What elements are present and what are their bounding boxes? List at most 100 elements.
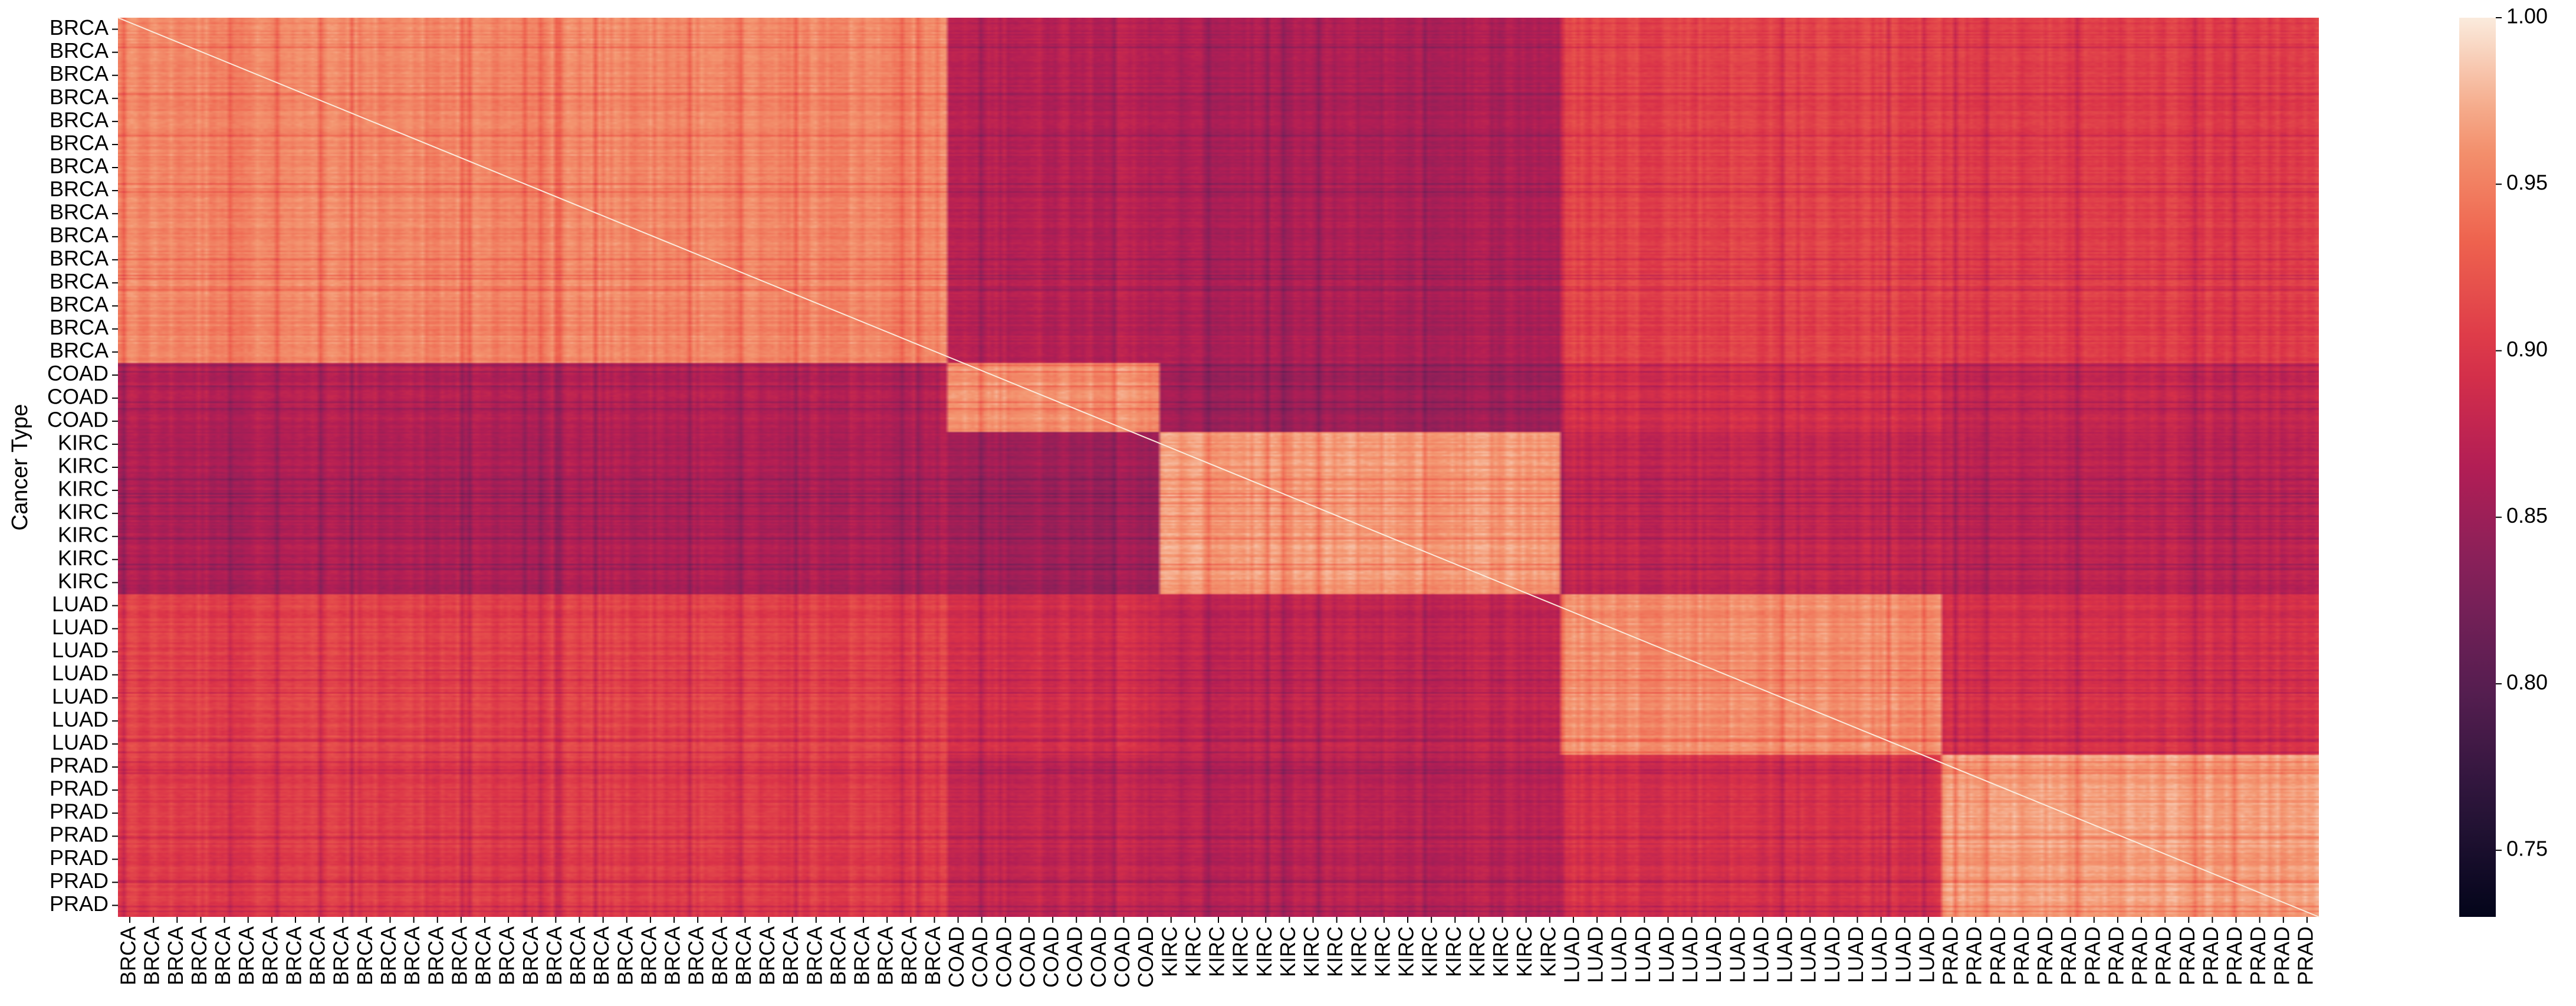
colorbar-ticks: 0.75 0.80 0.85 0.90 0.95 1.00 <box>2496 4 2548 861</box>
x-tick-label: LUAD <box>1678 926 1702 983</box>
x-tick-label: BRCA <box>921 926 945 985</box>
x-tick-label: BRCA <box>495 926 519 985</box>
y-tick-label: KIRC <box>58 454 109 478</box>
y-tick-label: KIRC <box>58 477 109 501</box>
x-tick-label: BRCA <box>589 926 613 985</box>
x-tick-label: BRCA <box>447 926 471 985</box>
y-tick-label: KIRC <box>58 546 109 570</box>
x-tick-label: BRCA <box>353 926 377 985</box>
y-tick-label: LUAD <box>52 592 109 616</box>
y-tick-label: BRCA <box>50 130 109 155</box>
y-tick-label: LUAD <box>52 615 109 639</box>
x-tick-label: COAD <box>1133 926 1158 988</box>
x-tick-label: BRCA <box>708 926 732 985</box>
x-tick-label: LUAD <box>1749 926 1773 983</box>
x-tick-label: PRAD <box>2128 926 2152 985</box>
y-axis-ticks: BRCABRCABRCABRCABRCABRCABRCABRCABRCABRCA… <box>47 15 118 916</box>
x-tick-label: LUAD <box>1844 926 1868 983</box>
x-tick-label: BRCA <box>376 926 400 985</box>
x-tick-label: BRCA <box>163 926 188 985</box>
heatmap-area <box>117 17 2319 917</box>
x-tick-label: LUAD <box>1867 926 1891 983</box>
x-tick-label: BRCA <box>423 926 448 985</box>
x-tick-label: BRCA <box>613 926 637 985</box>
x-tick-label: BRCA <box>329 926 353 985</box>
x-tick-label: BRCA <box>116 926 140 985</box>
x-tick-label: KIRC <box>1441 926 1466 977</box>
x-tick-label: BRCA <box>542 926 566 985</box>
y-tick-label: PRAD <box>50 776 109 801</box>
x-tick-label: LUAD <box>1891 926 1915 983</box>
x-tick-label: COAD <box>1015 926 1039 988</box>
x-tick-label: LUAD <box>1796 926 1821 983</box>
x-tick-label: BRCA <box>471 926 495 985</box>
x-tick-label: KIRC <box>1228 926 1253 977</box>
colorbar-tick-label: 0.95 <box>2506 171 2548 195</box>
x-tick-label: LUAD <box>1701 926 1726 983</box>
colorbar-tick-label: 1.00 <box>2506 4 2548 28</box>
x-tick-label: PRAD <box>2293 926 2317 985</box>
x-tick-label: PRAD <box>1986 926 2010 985</box>
y-tick-label: BRCA <box>50 200 109 224</box>
x-tick-label: PRAD <box>2033 926 2057 985</box>
x-tick-label: KIRC <box>1512 926 1536 977</box>
x-tick-label: BRCA <box>305 926 330 985</box>
y-tick-label: BRCA <box>50 223 109 247</box>
y-tick-label: BRCA <box>50 61 109 86</box>
x-tick-label: KIRC <box>1299 926 1323 977</box>
y-tick-label: LUAD <box>52 730 109 754</box>
x-tick-label: PRAD <box>2199 926 2223 985</box>
y-tick-label: KIRC <box>58 430 109 454</box>
x-tick-label: PRAD <box>2009 926 2033 985</box>
y-tick-label: PRAD <box>50 846 109 870</box>
x-tick-label: LUAD <box>1607 926 1631 983</box>
y-tick-label: BRCA <box>50 84 109 109</box>
x-tick-label: COAD <box>1063 926 1087 988</box>
y-tick-label: KIRC <box>58 523 109 547</box>
x-tick-label: KIRC <box>1276 926 1300 977</box>
x-tick-label: LUAD <box>1725 926 1749 983</box>
x-tick-label: BRCA <box>140 926 164 985</box>
y-tick-label: KIRC <box>58 500 109 524</box>
x-tick-label: KIRC <box>1252 926 1276 977</box>
x-tick-label: LUAD <box>1914 926 1938 983</box>
x-tick-label: BRCA <box>518 926 543 985</box>
y-axis-label: Cancer Type <box>8 404 32 531</box>
y-tick-label: BRCA <box>50 177 109 201</box>
colorbar-gradient <box>2459 18 2496 917</box>
y-tick-label: LUAD <box>52 684 109 708</box>
x-tick-label: PRAD <box>2269 926 2294 985</box>
x-tick-label: PRAD <box>2246 926 2270 985</box>
x-tick-label: BRCA <box>873 926 898 985</box>
y-tick-label: BRCA <box>50 315 109 339</box>
x-tick-label: BRCA <box>636 926 661 985</box>
x-tick-label: BRCA <box>826 926 850 985</box>
x-tick-label: KIRC <box>1157 926 1181 977</box>
x-tick-label: LUAD <box>1773 926 1797 983</box>
x-tick-label: KIRC <box>1536 926 1560 977</box>
x-tick-label: PRAD <box>2175 926 2199 985</box>
x-tick-label: COAD <box>1039 926 1063 988</box>
x-tick-label: BRCA <box>731 926 755 985</box>
y-tick-label: PRAD <box>50 869 109 893</box>
x-tick-label: PRAD <box>1938 926 1963 985</box>
x-tick-label: BRCA <box>566 926 590 985</box>
x-tick-label: PRAD <box>2080 926 2104 985</box>
colorbar: 0.75 0.80 0.85 0.90 0.95 1.00 <box>2459 4 2548 917</box>
y-tick-label: COAD <box>47 384 109 408</box>
x-tick-label: BRCA <box>755 926 779 985</box>
x-tick-label: PRAD <box>2104 926 2128 985</box>
x-tick-label: BRCA <box>850 926 874 985</box>
x-tick-label: PRAD <box>1962 926 1986 985</box>
y-tick-label: PRAD <box>50 753 109 778</box>
y-tick-label: BRCA <box>50 269 109 293</box>
x-tick-label: KIRC <box>1418 926 1442 977</box>
x-tick-label: BRCA <box>281 926 305 985</box>
heatmap-diagonal <box>117 17 2319 917</box>
y-tick-label: BRCA <box>50 154 109 178</box>
x-tick-label: PRAD <box>2222 926 2246 985</box>
x-tick-label: COAD <box>991 926 1016 988</box>
y-tick-label: PRAD <box>50 823 109 847</box>
x-tick-label: COAD <box>968 926 992 988</box>
